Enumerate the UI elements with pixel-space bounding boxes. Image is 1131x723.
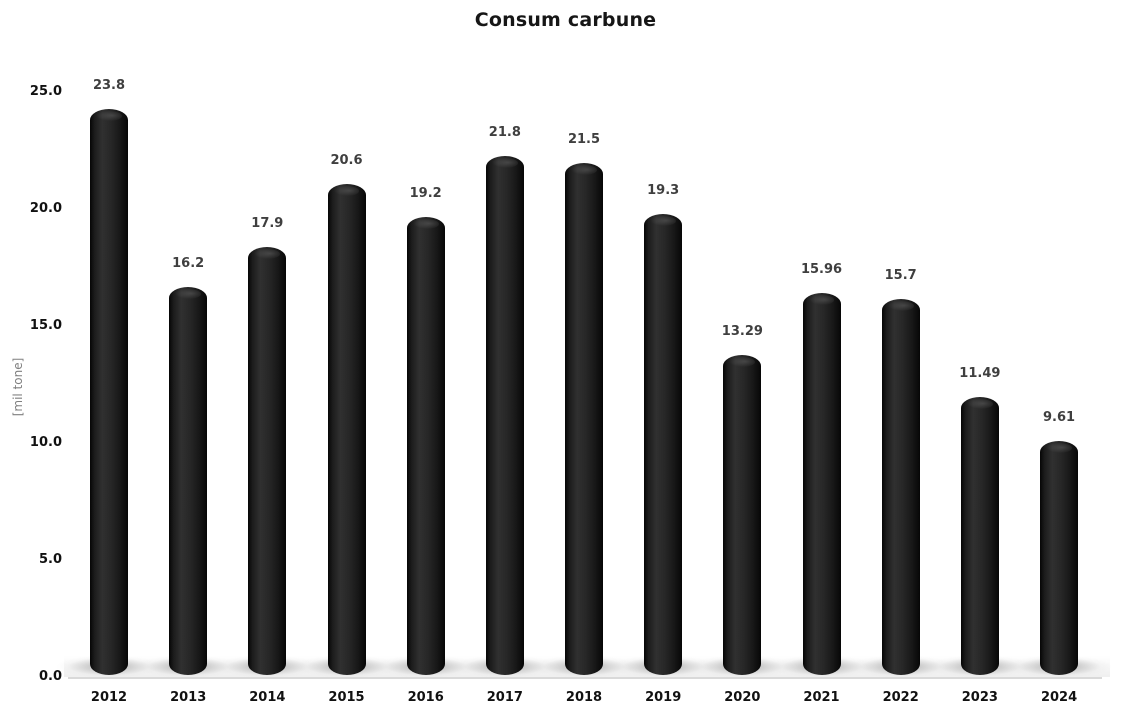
data-label: 21.8 — [488, 124, 521, 140]
y-tick-label: 0.0 — [38, 669, 62, 684]
x-tick-label: 2016 — [407, 690, 444, 705]
x-tick-label: 2017 — [486, 690, 523, 705]
x-tick-label: 2024 — [1040, 690, 1078, 705]
data-label: 16.2 — [172, 255, 205, 271]
x-tick-label: 2023 — [961, 690, 998, 705]
x-tick-label: 2019 — [645, 690, 682, 705]
bar-2013 — [169, 286, 208, 675]
x-tick-label: 2022 — [882, 690, 919, 705]
y-tick-label: 25.0 — [29, 84, 62, 99]
x-tick-label: 2020 — [724, 690, 761, 705]
x-tick-label: 2014 — [249, 690, 286, 705]
data-label: 23.8 — [92, 78, 126, 94]
bar-2023 — [960, 397, 999, 675]
x-tick-label: 2015 — [328, 690, 365, 705]
bar-2012 — [90, 109, 128, 675]
data-label: 13.29 — [721, 324, 763, 339]
data-label: 19.2 — [409, 185, 442, 201]
y-tick-label: 20.0 — [29, 201, 62, 216]
bar-2016 — [406, 216, 445, 675]
data-label: 20.6 — [330, 152, 363, 168]
x-tick-label: 2013 — [170, 690, 207, 705]
y-tick-label: 10.0 — [29, 435, 62, 450]
bar-2015 — [327, 183, 366, 675]
y-tick-label: 5.0 — [38, 552, 62, 567]
chart-title: Consum carbune — [474, 9, 657, 31]
data-label: 19.3 — [647, 183, 680, 199]
y-tick-label: 15.0 — [29, 318, 62, 333]
x-tick-label: 2012 — [90, 690, 128, 705]
y-axis-title: [mil tone] — [11, 357, 25, 417]
x-tick-label: 2021 — [803, 690, 840, 705]
bar-2014 — [248, 247, 287, 675]
bar-2022 — [881, 298, 920, 675]
bar-2017 — [485, 155, 524, 675]
bar-2018 — [565, 162, 604, 675]
bar-2019 — [644, 214, 683, 675]
bar-2024 — [1040, 441, 1079, 675]
data-label: 17.9 — [251, 216, 284, 232]
data-label: 15.96 — [800, 261, 843, 277]
x-tick-label: 2018 — [565, 690, 603, 705]
data-label: 9.61 — [1042, 410, 1076, 426]
bar-2020 — [723, 355, 762, 675]
data-label: 11.49 — [959, 366, 1001, 382]
data-label: 15.7 — [884, 267, 917, 283]
data-label: 21.5 — [567, 131, 601, 147]
x-axis-line — [68, 677, 1102, 679]
bar-2021 — [802, 292, 841, 675]
